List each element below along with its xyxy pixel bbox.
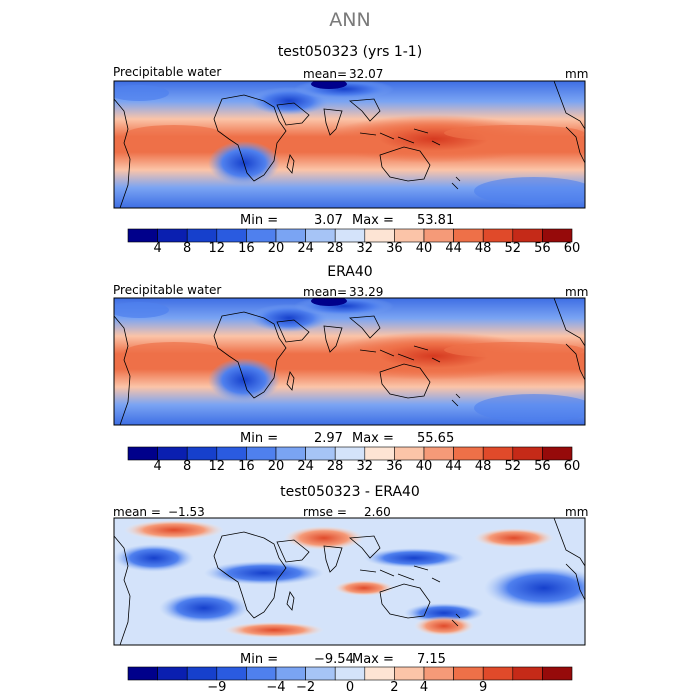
panel-1-colorbar-swatch <box>542 228 573 243</box>
panel-1-units: mm <box>565 67 589 81</box>
panel-1-map <box>113 80 586 209</box>
panel-1-colorbar-tick-label: 60 <box>563 241 581 256</box>
panel-2-max-label: Max = <box>352 431 394 446</box>
panel-3-title: test050323 - ERA40 <box>280 484 420 500</box>
panel-3-colorbar-swatch <box>186 666 218 681</box>
panel-2-units: mm <box>565 285 589 299</box>
panel-2-min-label: Min = <box>240 431 279 446</box>
panel-1-colorbar-tick-label: 32 <box>356 241 374 256</box>
panel-3-colorbar-swatch <box>334 666 366 681</box>
panel-1-colorbar-tick-label: 24 <box>297 241 314 256</box>
panel-2-colorbar-tick-label: 44 <box>445 459 462 474</box>
panel-1-colorbar-tick-label: 4 <box>153 241 162 256</box>
panel-3-colorbar-swatch <box>275 666 306 681</box>
panel-2-colorbar-tick-label: 16 <box>238 459 255 474</box>
panel-1-variable: Precipitable water <box>113 65 222 79</box>
panel-2-colorbar-swatch <box>542 446 573 461</box>
panel-3-rmse-label: rmse = <box>303 505 347 519</box>
panel-3-colorbar-swatch <box>127 666 158 681</box>
panel-2-colorbar-tick-label: 56 <box>534 459 551 474</box>
panel-1-colorbar <box>127 228 573 243</box>
panel-1-max-label: Max = <box>352 213 394 228</box>
panel-2-variable: Precipitable water <box>113 283 222 297</box>
panel-3-colorbar-swatch <box>157 666 188 681</box>
panel-2-colorbar-tick-label: 28 <box>326 459 344 474</box>
panel-3-colorbar-swatch <box>364 666 395 681</box>
panel-2-colorbar-tick-label: 40 <box>415 459 433 474</box>
panel-1-min-value: 3.07 <box>314 213 343 228</box>
panel-1-colorbar-ticks: 4 8 12 16 20 24 28 32 36 40 44 48 52 56 60 <box>0 241 700 257</box>
panel-3-colorbar-swatch <box>305 666 336 681</box>
panel-3-colorbar-ticks: −9 −4 −2 0 2 4 9 <box>0 680 700 696</box>
panel-2-colorbar-tick-label: 12 <box>208 459 226 474</box>
panel-1-max-value: 53.81 <box>417 213 455 228</box>
panel-1-colorbar-tick-label: 52 <box>504 241 522 256</box>
panel-2-colorbar-tick-label: 32 <box>356 459 374 474</box>
panel-3-mean-value: −1.53 <box>168 505 205 519</box>
panel-3-colorbar-swatch <box>216 666 247 681</box>
panel-2-colorbar-tick-label: 24 <box>297 459 314 474</box>
panel-2-colorbar-tick-label: 52 <box>504 459 522 474</box>
panel-2-min-value: 2.97 <box>314 431 343 446</box>
panel-1-colorbar-tick-label: 56 <box>534 241 551 256</box>
page-title: ANN <box>329 9 371 31</box>
panel-3-mean-label: mean = <box>113 505 161 519</box>
panel-3-colorbar-tick-label: 0 <box>345 680 355 695</box>
panel-2-mean-value: 33.29 <box>349 285 384 299</box>
panel-2-colorbar-tick-label: 36 <box>386 459 403 474</box>
panel-1-min-label: Min = <box>240 213 279 228</box>
panel-2-colorbar-tick-label: 48 <box>474 459 492 474</box>
panel-3-colorbar-swatch <box>482 666 514 681</box>
panel-1-colorbar-tick-label: 36 <box>386 241 403 256</box>
panel-3-colorbar-tick-label: −9 <box>207 680 227 695</box>
panel-1-colorbar-tick-label: 8 <box>183 241 192 256</box>
panel-1-colorbar-tick-label: 16 <box>238 241 255 256</box>
panel-3-colorbar-tick-label: 4 <box>419 680 429 695</box>
panel-3-units: mm <box>565 505 589 519</box>
panel-2-colorbar <box>127 446 573 461</box>
panel-2-max-value: 55.65 <box>417 431 455 446</box>
panel-3-colorbar-tick-label: 2 <box>390 680 399 695</box>
panel-2-colorbar-tick-label: 4 <box>153 459 162 474</box>
panel-2-colorbar-tick-label: 60 <box>563 459 581 474</box>
panel-3-colorbar <box>127 666 573 681</box>
panel-1-colorbar-tick-label: 40 <box>415 241 433 256</box>
panel-3-max-value: 7.15 <box>417 652 446 667</box>
panel-3-max-label: Max = <box>352 652 394 667</box>
panel-3-colorbar-swatch <box>394 666 425 681</box>
panel-1-colorbar-tick-label: 12 <box>208 241 226 256</box>
panel-3-rmse-value: 2.60 <box>364 505 391 519</box>
panel-1-colorbar-tick-label: 20 <box>267 241 285 256</box>
panel-1-colorbar-tick-label: 44 <box>445 241 462 256</box>
panel-1-title: test050323 (yrs 1-1) <box>277 44 423 60</box>
panel-3-colorbar-swatch <box>453 666 484 681</box>
panel-2-colorbar-tick-label: 8 <box>183 459 192 474</box>
panel-3-map <box>113 517 586 646</box>
panel-3-colorbar-tick-label: −4 <box>266 680 286 695</box>
panel-1-colorbar-tick-label: 28 <box>326 241 344 256</box>
panel-1-colorbar-tick-label: 48 <box>474 241 492 256</box>
panel-2-mean-label: mean= <box>303 285 348 299</box>
panel-3-colorbar-swatch <box>423 666 454 681</box>
panel-2-colorbar-tick-label: 20 <box>267 459 285 474</box>
panel-3-min-label: Min = <box>240 652 279 667</box>
panel-2-title: ERA40 <box>327 264 373 280</box>
panel-3-colorbar-tick-label: −2 <box>296 680 316 695</box>
panel-1-mean-label: mean= <box>303 67 348 81</box>
panel-1-mean-value: 32.07 <box>349 67 384 81</box>
panel-2-colorbar-ticks: 4 8 12 16 20 24 28 32 36 40 44 48 52 56 60 <box>0 459 700 475</box>
panel-3-colorbar-tick-label: 9 <box>479 680 488 695</box>
panel-3-colorbar-swatch <box>246 666 277 681</box>
panel-3-colorbar-swatch <box>542 666 573 681</box>
panel-3-min-value: −9.54 <box>314 652 354 667</box>
panel-2-map <box>113 297 586 426</box>
panel-3-colorbar-swatch <box>512 666 543 681</box>
